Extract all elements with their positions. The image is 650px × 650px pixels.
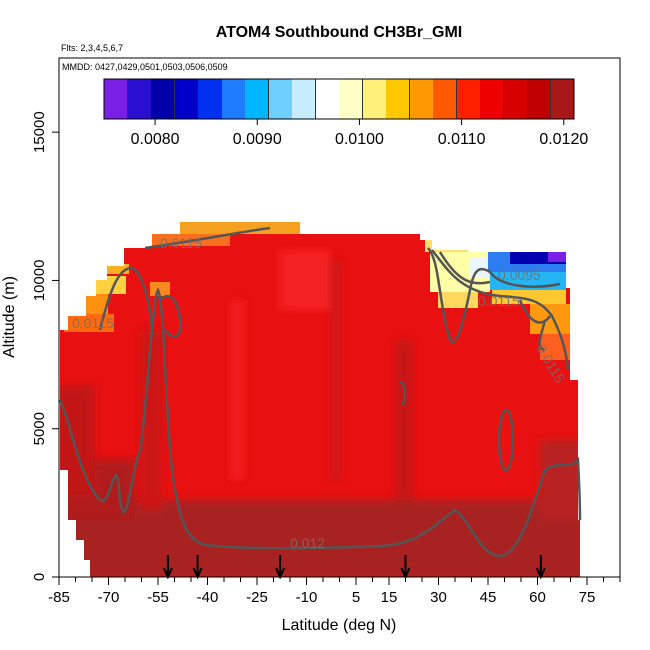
colorbar-tick-label: 0.0100 — [335, 131, 384, 148]
colorbar: 0.0080 0.0090 0.0100 0.0110 0.0120 — [103, 78, 588, 148]
contour-lines — [59, 226, 582, 558]
colorbar-gradient — [104, 79, 574, 119]
y-axis: 0 5000 10000 15000 — [31, 111, 59, 581]
contour-label: 0.0115 — [478, 293, 520, 309]
y-tick-label: 0 — [31, 573, 48, 581]
y-axis-label: Altitude (m) — [1, 276, 18, 358]
heatmap — [60, 222, 580, 577]
x-tick-label: 30 — [430, 589, 447, 606]
x-axis: -85 -70 -55 -40 -25 -10 5 15 30 45 60 75 — [48, 577, 621, 606]
colorbar-tick-label: 0.0110 — [438, 131, 486, 148]
y-tick-label: 15000 — [31, 111, 48, 153]
y-tick-label: 10000 — [31, 260, 48, 302]
contour-label: 0.0115 — [72, 315, 114, 331]
x-tick-label: -55 — [147, 589, 169, 606]
x-tick-label: -70 — [98, 589, 120, 606]
chart-title: ATOM4 Southbound CH3Br_GMI — [216, 24, 463, 41]
x-tick-label: -40 — [197, 589, 219, 606]
y-tick-label: 5000 — [31, 412, 48, 445]
x-tick-label: -25 — [246, 589, 268, 606]
x-tick-label: 15 — [381, 589, 398, 606]
flights-subtitle: Flts: 2,3,4,5,6,7 — [61, 43, 123, 53]
x-tick-label: 5 — [352, 589, 360, 606]
x-tick-label: -85 — [48, 589, 70, 606]
dates-subtitle: MMDD: 0427,0429,0501,0503,0506,0509 — [62, 62, 228, 72]
x-tick-label: 75 — [579, 589, 596, 606]
x-tick-label: 60 — [529, 589, 546, 606]
x-tick-label: 45 — [480, 589, 497, 606]
colorbar-tick-label: 0.0090 — [233, 131, 282, 148]
x-tick-label: -10 — [296, 589, 318, 606]
contour-label: 0.012 — [290, 535, 325, 551]
x-axis-label: Latitude (deg N) — [282, 617, 397, 634]
colorbar-tick-label: 0.0120 — [539, 131, 588, 148]
contour-label: 0.0095 — [498, 267, 541, 283]
contour-label: 0.0115 — [160, 235, 202, 251]
colorbar-tick-label: 0.0080 — [131, 131, 180, 148]
